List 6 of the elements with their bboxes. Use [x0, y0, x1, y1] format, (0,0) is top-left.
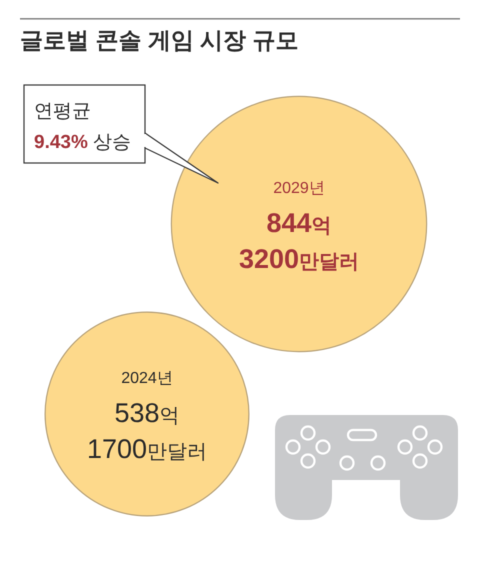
- data-label: 538억 1700만달러: [86, 398, 208, 464]
- category-label: 2024년: [121, 370, 173, 387]
- text: 글로벌 콘솔 게임 시장 규모: [20, 27, 299, 53]
- text: 연평균 9.43% 상승: [34, 101, 132, 153]
- data-label: 844억 3200만달러: [238, 208, 360, 274]
- category-label: 2029년: [273, 180, 325, 197]
